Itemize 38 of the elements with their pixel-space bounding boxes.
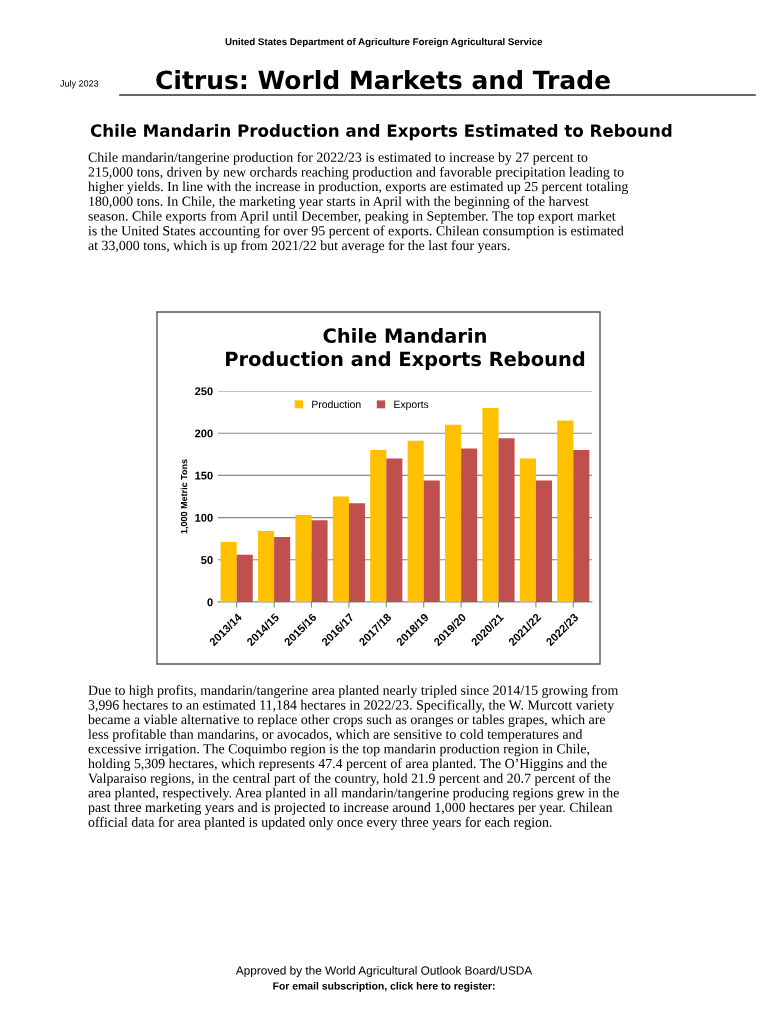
bar — [573, 450, 590, 602]
legend-label: Production — [312, 400, 361, 409]
bar — [407, 440, 424, 602]
text: United States Department of Agriculture Foreign Agricultural Service — [225, 38, 543, 48]
bar — [258, 531, 275, 602]
bar — [498, 438, 515, 602]
bar — [445, 424, 462, 602]
y-tick-label: 0 — [207, 598, 213, 607]
y-tick-label: 50 — [201, 556, 213, 564]
chart-title: Chile Mandarin Production and Exports Rebound — [226, 327, 585, 371]
bar — [386, 458, 403, 602]
y-tick-label: 150 — [195, 471, 213, 480]
text: July 2023 — [60, 80, 99, 89]
bar — [370, 450, 387, 602]
text: Citrus: World Markets and Trade — [156, 70, 610, 90]
bar — [557, 420, 574, 602]
bar — [348, 503, 365, 602]
bar — [311, 520, 328, 602]
y-axis-title: 1,000 Metric Tons — [180, 459, 189, 534]
bar — [519, 458, 536, 602]
bar — [220, 542, 237, 602]
text: Chile Mandarin Production and Exports Estimated to Rebound — [90, 124, 672, 141]
bar — [274, 537, 291, 602]
bar — [332, 496, 349, 602]
text: Approved by the World Agricultural Outlook Board/USDA — [235, 966, 533, 977]
legend-label: Exports — [394, 400, 429, 411]
bar — [461, 448, 478, 602]
y-tick-label: 200 — [194, 429, 213, 438]
text: For email subscription, click here to register: — [273, 982, 495, 992]
text: Chile mandarin/tangerine production for 2022/23 is estimated to increase by 27 percent to 215,000 tons, driven by new orchards reaching production and favorable precipitation leading to higher yields. In line with the increase in production, exports are estimated up 25 percent totaling 180,000 tons. In Chile, the marketing year starts in April with the beginning of the harvest season. Chile exports from April until December, peaking in September. The top export market is the United States accounting for over 95 percent of exports. Chilean consumption is estimated at 33,000 tons, which is up from 2021/22 but average for the last four years. — [88, 152, 629, 253]
bar — [482, 407, 499, 602]
y-tick-label: 250 — [194, 387, 213, 396]
text: Due to high profits, mandarin/tangerine area planted nearly tripled since 2014/15 growing from 3,996 hectares to an estimated 11,184 hectares in 2022/23. Specifically, the W. Murcott variety became a viable alternative to replace other crops such as oranges or tables grapes, which are less profitable than mandarins, or avocados, which are sensitive to cold temperatures and excessive irrigation. The Coquimbo region is the top mandarin production region in Chile, holding 5,309 hectares, which represents 47.4 percent of area planted. The O’Higgins and the Valparaiso regions, in the central part of the country, hold 21.9 percent and 20.7 percent of the area planted, respectively. Area planted in all mandarin/tangerine producing regions grew in the past three marketing years and is projected to increase around 1,000 hectares per year. Chilean official data for area planted is updated only once every three years for each region. — [88, 685, 619, 830]
bar — [236, 554, 253, 602]
bar — [423, 480, 440, 602]
y-tick-label: 100 — [195, 513, 213, 522]
bar — [295, 515, 312, 602]
bar — [535, 480, 552, 602]
